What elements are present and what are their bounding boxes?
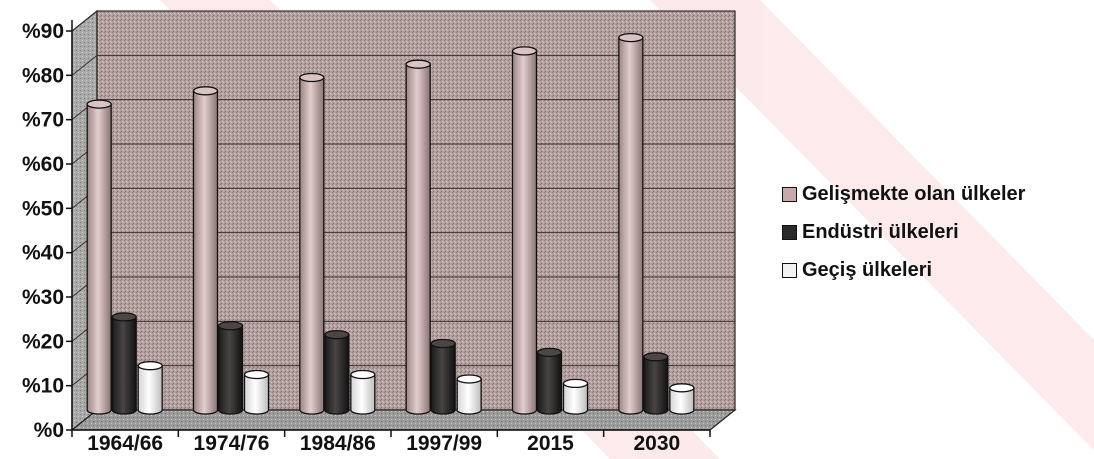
y-axis-ticks: %0 %10 %20 %30 %40 %50 %60 %70 %80 %90 [22,20,72,442]
bar-top [562,378,589,389]
x-tick-label: 2015 [527,432,574,455]
bar-top [324,329,350,340]
bar-top [111,312,137,322]
y-tick-label: %20 [22,330,64,353]
bar [111,312,137,415]
bar [350,369,376,415]
bar-body [562,382,589,415]
bar [86,99,112,415]
bar [536,347,563,415]
legend-item-gelismekte: Gelişmekte olan ülkeler [782,175,1025,213]
y-tick-label: %60 [22,153,64,176]
bar-top [192,86,219,96]
x-tick-label: 1964/66 [87,432,163,455]
bar-body [192,90,219,415]
bar-body [618,36,644,415]
bar-body [511,50,538,415]
bar-body [299,76,325,415]
x-tick-label: 1974/76 [194,432,270,455]
y-tick-label: %0 [34,419,64,442]
y-tick-label: %30 [22,286,64,309]
legend-swatch-gecis [782,262,797,278]
bar-top [299,72,325,83]
x-axis-ticks: 1964/66 1974/76 1984/86 1997/99 2015 2030 [71,430,711,455]
bar [192,86,219,415]
bar [669,383,695,415]
bar [643,352,669,415]
bar-body [430,342,456,415]
legend: Gelişmekte olan ülkeler Endüstri ülkeler… [782,175,1025,289]
bar-top [86,99,112,109]
bar [217,321,244,415]
bar-top [511,46,538,56]
legend-swatch-endustri [782,224,797,240]
bar-top [350,369,376,380]
bar-top [669,383,695,393]
bar-top [456,374,482,384]
gridline-side [71,10,98,32]
bar-top [217,321,244,331]
bar [511,46,538,415]
bar-top [618,32,644,43]
bar-top [243,369,270,380]
bar-top [536,347,563,358]
legend-label-gecis: Geçiş ülkeleri [802,258,933,281]
bar-top [137,361,163,371]
x-tick-label: 1997/99 [406,432,482,455]
legend-item-gecis: Geçiş ülkeleri [782,251,1025,289]
bar-body [536,351,563,415]
y-tick-label: %10 [22,375,64,398]
bar-body [217,325,244,415]
y-tick-label: %50 [22,197,64,220]
bar-body [243,373,270,415]
legend-label-gelismekte: Gelişmekte olan ülkeler [802,182,1026,205]
bar [618,32,644,415]
bar-body [137,365,163,415]
bar [456,374,482,415]
bar [324,329,350,415]
bar-body [86,103,112,415]
bar [405,59,431,415]
bar-body [669,387,695,415]
x-tick-label: 1984/86 [300,432,376,455]
bar-top [430,338,456,349]
bar-body [405,63,431,415]
legend-label-endustri: Endüstri ülkeleri [802,220,959,243]
y-tick-label: %90 [22,20,64,43]
bar [137,361,163,415]
bar-body [456,378,482,415]
bar [243,369,270,415]
x-tick-label: 2030 [633,432,680,455]
bar [430,338,456,415]
y-tick-label: %40 [22,242,64,265]
bar-body [111,316,137,415]
gridline-side [71,54,98,76]
y-tick-label: %70 [22,109,64,132]
bars [86,32,695,415]
bar-body [643,356,669,415]
bar [562,378,589,415]
bar-body [324,333,350,415]
legend-swatch-gelismekte [782,186,797,202]
bar [299,72,325,415]
bar-top [405,59,431,69]
bar-body [350,373,376,415]
y-tick-label: %80 [22,64,64,87]
bar-top [643,352,669,362]
legend-item-endustri: Endüstri ülkeleri [782,213,1025,251]
